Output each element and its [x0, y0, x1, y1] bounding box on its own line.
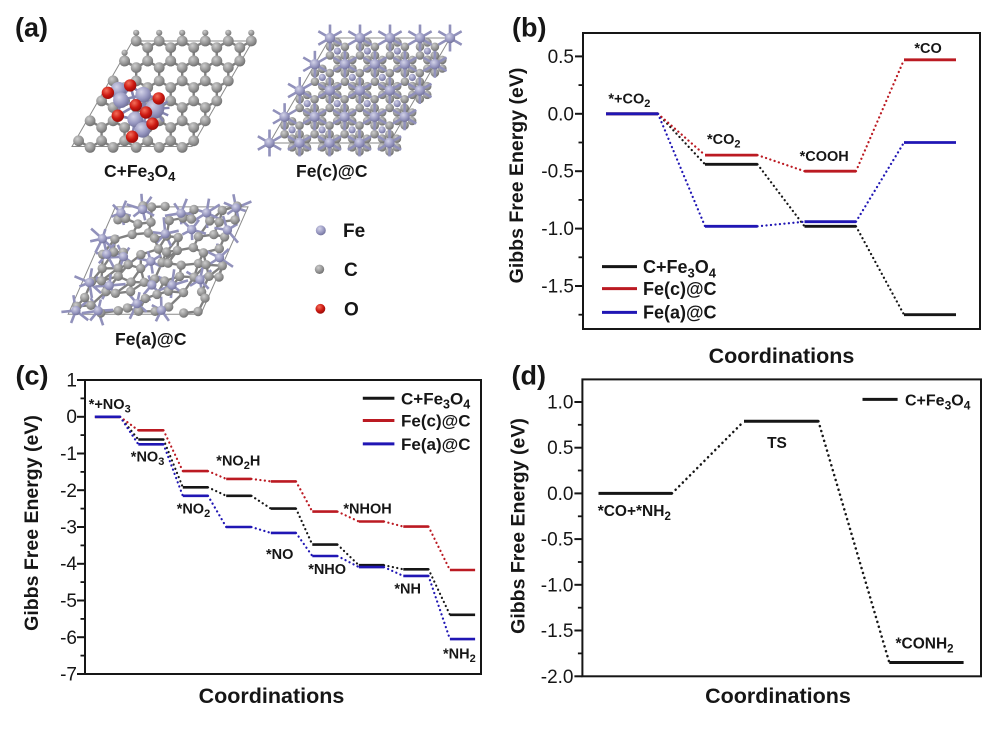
svg-text:1.0: 1.0 — [547, 393, 573, 414]
svg-text:(d): (d) — [512, 361, 546, 391]
svg-text:*CO+*NH2​: *CO+*NH2​ — [598, 503, 671, 523]
svg-text:Coordinations: Coordinations — [709, 344, 855, 368]
svg-text:Fe(a)@C: Fe(a)@C — [115, 329, 187, 349]
svg-text:0.0: 0.0 — [547, 484, 573, 505]
svg-text:(b): (b) — [512, 13, 546, 43]
svg-text:Coordinations: Coordinations — [705, 684, 851, 708]
svg-text:0.0: 0.0 — [548, 104, 574, 125]
svg-text:Gibbs Free Energy (eV): Gibbs Free Energy (eV) — [508, 418, 530, 634]
svg-text:-2: -2 — [60, 481, 77, 502]
svg-text:-1.0: -1.0 — [541, 219, 574, 240]
svg-text:*+CO2​: *+CO2​ — [608, 92, 650, 111]
svg-text:*NH: *NH — [394, 582, 421, 598]
svg-text:Fe(c)@C: Fe(c)@C — [643, 279, 717, 299]
svg-text:0.5: 0.5 — [547, 438, 573, 459]
svg-text:(c): (c) — [16, 361, 49, 391]
svg-text:Coordinations: Coordinations — [199, 684, 345, 708]
svg-text:*NHOH: *NHOH — [343, 502, 391, 518]
svg-text:Fe(a)@C: Fe(a)@C — [401, 435, 470, 454]
svg-text:*CONH2​: *CONH2​ — [896, 636, 954, 656]
svg-text:*NO: *NO — [266, 547, 293, 563]
svg-text:Fe: Fe — [343, 221, 365, 242]
svg-text:Gibbs Free Energy (eV): Gibbs Free Energy (eV) — [21, 415, 43, 631]
svg-text:Fe(c)@C: Fe(c)@C — [296, 161, 368, 181]
svg-text:C+Fe3​O4​: C+Fe3​O4​ — [104, 161, 176, 184]
svg-text:*COOH: *COOH — [800, 149, 849, 165]
svg-text:C: C — [344, 260, 358, 281]
svg-text:Fe(c)@C: Fe(c)@C — [401, 412, 470, 431]
svg-text:-2.0: -2.0 — [541, 667, 574, 688]
svg-text:1: 1 — [66, 371, 77, 392]
svg-text:-5: -5 — [60, 591, 77, 612]
svg-text:-4: -4 — [60, 554, 77, 575]
svg-text:-6: -6 — [60, 628, 77, 649]
svg-text:Gibbs Free Energy (eV): Gibbs Free Energy (eV) — [506, 68, 528, 284]
svg-text:-1: -1 — [60, 444, 77, 465]
svg-text:C+Fe3​O4​: C+Fe3​O4​ — [643, 257, 717, 281]
svg-text:*+NO3​: *+NO3​ — [89, 397, 131, 416]
svg-text:-7: -7 — [60, 665, 77, 686]
svg-text:*NHO: *NHO — [308, 562, 346, 578]
svg-text:O: O — [344, 300, 359, 321]
svg-text:(a): (a) — [15, 13, 48, 43]
svg-text:*CO: *CO — [914, 41, 941, 57]
svg-text:0: 0 — [66, 407, 77, 428]
svg-text:-1.0: -1.0 — [541, 575, 574, 596]
svg-text:Fe(a)@C: Fe(a)@C — [643, 303, 717, 323]
svg-text:0.5: 0.5 — [548, 47, 574, 68]
svg-text:*NO2​H: *NO2​H — [216, 454, 260, 473]
svg-text:-1.5: -1.5 — [541, 277, 574, 298]
svg-text:-1.5: -1.5 — [541, 621, 574, 642]
svg-text:TS: TS — [767, 435, 787, 452]
svg-text:-0.5: -0.5 — [541, 530, 574, 551]
svg-text:C+Fe3​O4​: C+Fe3​O4​ — [401, 390, 470, 412]
svg-text:-3: -3 — [60, 518, 77, 539]
svg-text:-0.5: -0.5 — [541, 162, 574, 183]
